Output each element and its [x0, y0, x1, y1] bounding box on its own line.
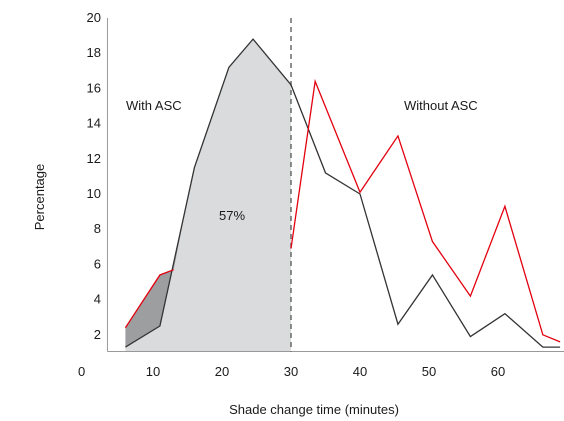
- y-tick-labels: 2 4 6 8 10 12 14 16 18 20: [87, 10, 101, 342]
- series-line-1: [290, 78, 561, 343]
- annotation-with-asc: With ASC: [126, 98, 182, 113]
- x-axis-label: Shade change time (minutes): [229, 402, 399, 417]
- y-tick-label: 18: [87, 45, 101, 60]
- y-tick-label: 4: [94, 292, 101, 307]
- series-layer: [124, 38, 561, 348]
- annotation-without-asc: Without ASC: [404, 98, 478, 113]
- x-tick-label: 40: [353, 364, 367, 379]
- shaded-area-layer: [125, 39, 292, 352]
- x-tick-label: 30: [284, 364, 298, 379]
- y-tick-label: 16: [87, 80, 101, 95]
- y-tick-label: 12: [87, 151, 101, 166]
- x-tick-label: 50: [422, 364, 436, 379]
- y-tick-label: 6: [94, 256, 101, 271]
- y-tick-label: 14: [87, 116, 101, 131]
- series-line-0: [125, 38, 561, 348]
- shaded-area: [125, 39, 292, 352]
- x-tick-label: 10: [146, 364, 160, 379]
- y-tick-label: 20: [87, 10, 101, 25]
- y-axis-label: Percentage: [32, 164, 47, 231]
- x-tick-labels: 01020304050607: [78, 364, 564, 379]
- x-tick-label: 0: [78, 364, 85, 379]
- plot-area: [106, 18, 564, 353]
- y-tick-label: 2: [94, 327, 101, 342]
- x-tick-label: 20: [215, 364, 229, 379]
- series-line-2: [124, 269, 174, 329]
- x-tick-label: 60: [491, 364, 505, 379]
- shaded-percent-label: 57%: [219, 208, 245, 223]
- y-tick-label: 8: [94, 221, 101, 236]
- y-tick-label: 10: [87, 186, 101, 201]
